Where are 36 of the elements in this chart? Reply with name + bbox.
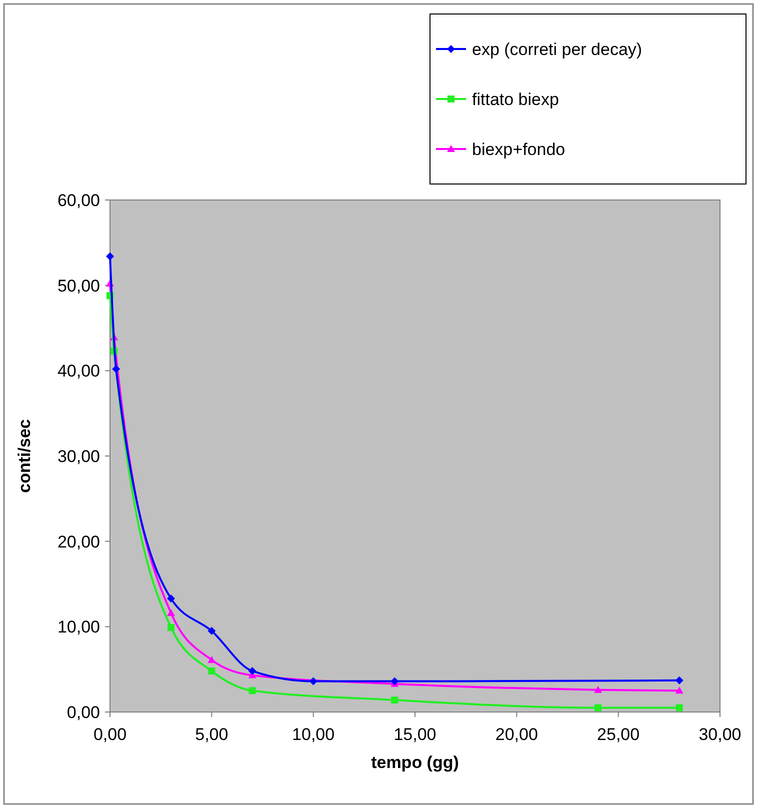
x-tick-label: 0,00: [93, 725, 127, 744]
point: [106, 252, 114, 260]
x-tick-label: 5,00: [195, 725, 228, 744]
legend-label: exp (correti per decay): [472, 40, 642, 59]
x-tick-label: 10,00: [292, 725, 335, 744]
point: [208, 668, 216, 675]
point: [168, 624, 174, 632]
point: [391, 696, 398, 704]
y-tick-label: 30,00: [57, 446, 100, 466]
legend-label: fittato biexp: [472, 90, 559, 109]
x-tick-label: 30,00: [698, 725, 742, 744]
y-tick-label: 20,00: [57, 532, 100, 552]
y-tick-label: 40,00: [57, 362, 100, 381]
y-axis-title: conti/sec: [15, 419, 34, 493]
point: [594, 704, 602, 712]
point: [594, 686, 602, 693]
legend-label: biexp+fondo: [472, 140, 566, 159]
point: [248, 667, 256, 676]
point: [208, 626, 216, 635]
y-tick-label: 50,00: [57, 276, 100, 296]
point: [248, 687, 256, 694]
point: [167, 594, 175, 603]
x-tick-label: 25,00: [597, 725, 640, 744]
point: [675, 676, 684, 684]
point: [390, 677, 399, 686]
x-tick-label: 15,00: [394, 725, 436, 744]
y-tick-label: 60,00: [57, 190, 100, 210]
point: [309, 677, 318, 686]
x-axis-title: tempo (gg): [371, 753, 459, 772]
point: [676, 704, 683, 712]
point: [675, 686, 684, 694]
point: [167, 609, 175, 616]
x-tick-label: 20,00: [495, 725, 538, 744]
y-tick-label: 10,00: [57, 618, 100, 637]
y-tick-label: 0,00: [66, 702, 100, 722]
point: [112, 364, 120, 373]
